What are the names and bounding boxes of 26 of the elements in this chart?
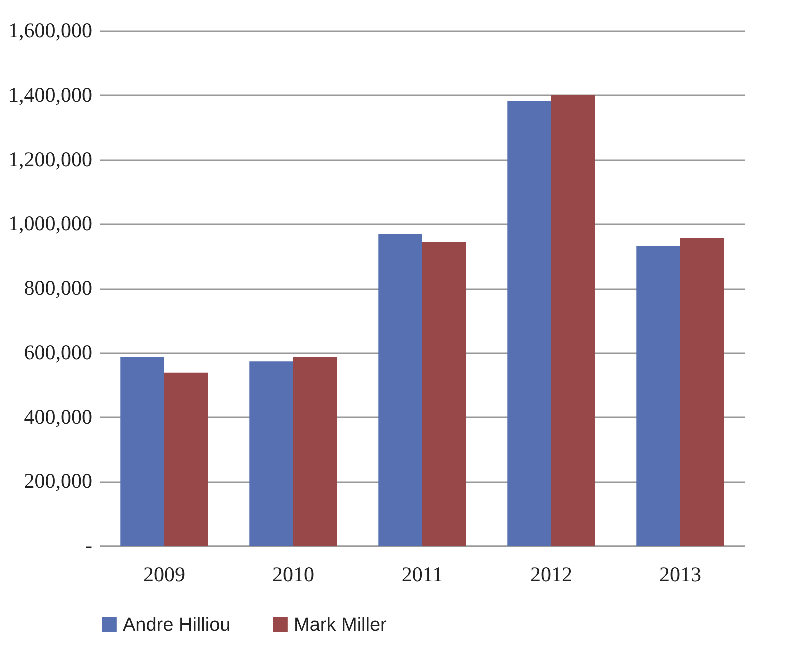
y-tick-label: - (86, 534, 92, 558)
bar (294, 357, 338, 546)
y-tick-label: 400,000 (24, 404, 92, 429)
y-tick-label: 1,400,000 (8, 82, 92, 107)
x-tick-label: 2009 (144, 562, 186, 586)
y-tick-label: 800,000 (24, 276, 92, 300)
y-tick-label: 600,000 (24, 340, 92, 364)
bar (680, 238, 724, 546)
bar (120, 357, 164, 546)
x-tick-label: 2011 (402, 562, 444, 586)
y-tick-label: 1,000,000 (8, 212, 92, 236)
bar (636, 246, 680, 546)
x-tick-label: 2010 (272, 562, 314, 586)
y-tick-label: 1,200,000 (8, 147, 92, 172)
bar (164, 372, 208, 546)
bar (378, 234, 422, 546)
bar (250, 362, 294, 546)
x-tick-label: 2013 (660, 562, 702, 586)
legend-label: Mark Miller (294, 614, 388, 636)
bar (508, 101, 552, 546)
bar (422, 242, 466, 546)
legend-label: Andre Hilliou (123, 614, 231, 636)
x-tick-label: 2012 (530, 562, 572, 586)
bar (552, 95, 596, 546)
y-tick-label: 200,000 (24, 469, 92, 494)
y-tick-label: 1,600,000 (8, 18, 92, 42)
